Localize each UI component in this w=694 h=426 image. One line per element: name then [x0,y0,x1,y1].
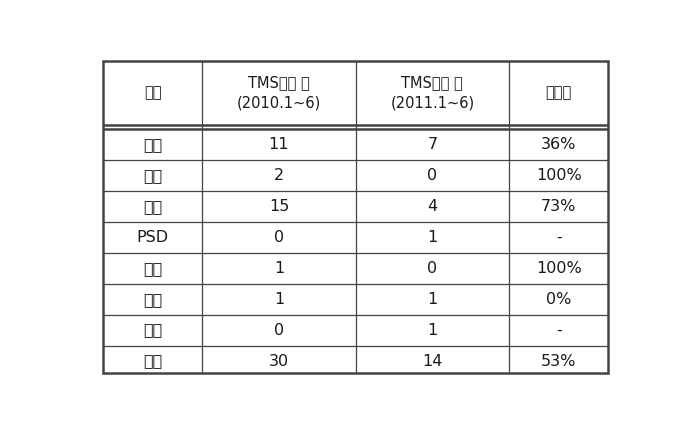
Text: 11: 11 [269,137,289,152]
Text: 100%: 100% [536,168,582,183]
Text: 1: 1 [274,292,284,307]
Text: 설비: 설비 [143,168,162,183]
Text: 30: 30 [269,354,289,368]
Text: 4: 4 [428,199,437,214]
Text: TMS도입 전
(2010.1~6): TMS도입 전 (2010.1~6) [237,75,321,110]
Text: 1: 1 [428,322,437,337]
Text: 감소율: 감소율 [545,86,572,101]
Text: 53%: 53% [541,354,577,368]
Text: 15: 15 [269,199,289,214]
Text: 구분: 구분 [144,86,161,101]
Text: -: - [556,230,561,245]
Text: 36%: 36% [541,137,577,152]
Text: 1: 1 [428,230,437,245]
Text: 2: 2 [274,168,284,183]
Text: 73%: 73% [541,199,577,214]
Text: 통신: 통신 [143,261,162,276]
Text: 1: 1 [428,292,437,307]
Text: 0: 0 [274,230,284,245]
Text: PSD: PSD [137,230,169,245]
Text: 합계: 합계 [143,354,162,368]
Text: 0: 0 [428,261,437,276]
Text: 0: 0 [274,322,284,337]
Text: 0%: 0% [546,292,571,307]
Text: 시설: 시설 [143,292,162,307]
Text: 7: 7 [428,137,437,152]
Text: 0: 0 [428,168,437,183]
Text: 기타: 기타 [143,322,162,337]
Text: 신호: 신호 [143,199,162,214]
Text: TMS도입 후
(2011.1~6): TMS도입 후 (2011.1~6) [390,75,475,110]
Text: -: - [556,322,561,337]
Text: 1: 1 [274,261,284,276]
Text: 100%: 100% [536,261,582,276]
Text: 14: 14 [422,354,443,368]
Text: 전기: 전기 [143,137,162,152]
